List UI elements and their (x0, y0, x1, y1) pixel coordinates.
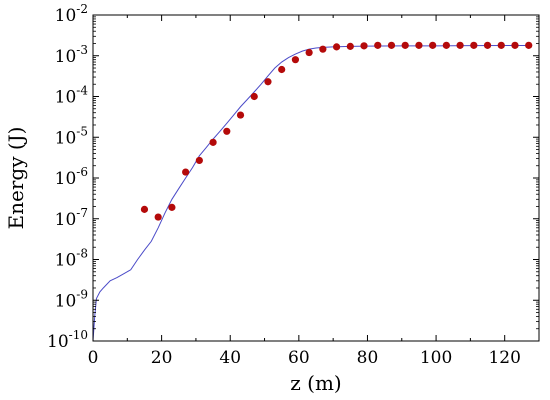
series-line-0 (93, 45, 533, 341)
data-point (236, 111, 245, 119)
data-point (470, 41, 478, 49)
data-point (401, 41, 409, 49)
axes-frame (92, 14, 540, 342)
y-tick-label: 10-8 (55, 247, 88, 271)
data-point (525, 41, 533, 49)
y-tick-label: 10-3 (55, 43, 88, 67)
y-tick-label: 10-7 (55, 206, 88, 230)
y-tick-label: 10-4 (55, 84, 89, 108)
x-tick-label: 80 (357, 348, 379, 368)
ticks (92, 14, 540, 342)
y-tick-label: 10-10 (47, 328, 88, 352)
data-point (305, 48, 313, 57)
x-tick-label: 0 (88, 348, 99, 368)
data-point (195, 156, 203, 165)
y-tick-label: 10-6 (55, 165, 88, 189)
y-axis-title: Energy (J) (4, 127, 28, 230)
x-tick-label: 60 (288, 348, 310, 368)
y-tick-label: 10-9 (55, 287, 88, 311)
data-point (182, 168, 190, 176)
tick-labels: 0 20 40 60 80 100 120 10-10 10-9 10-8 10-7 10-6 10-5… (47, 2, 521, 368)
data-point (291, 56, 300, 64)
data-point (346, 42, 354, 50)
x-tick-label: 120 (488, 348, 520, 368)
data-point (264, 78, 272, 86)
data-point (497, 41, 505, 49)
y-tick-label: 10-2 (55, 2, 88, 26)
data-point (209, 138, 217, 146)
data-point (374, 41, 382, 49)
x-tick-label: 20 (151, 348, 173, 368)
data-point (154, 213, 162, 221)
data-point (250, 92, 258, 101)
data-point (442, 41, 450, 49)
plot-area (93, 41, 533, 341)
data-point (415, 41, 423, 49)
x-tick-label: 40 (219, 348, 241, 368)
data-point (483, 41, 492, 49)
data-point (360, 42, 368, 50)
x-axis-title: z (m) (290, 371, 341, 395)
data-point (511, 41, 519, 49)
data-point (140, 205, 149, 213)
data-point (456, 41, 464, 49)
data-point (168, 203, 176, 211)
y-tick-label: 10-5 (55, 124, 88, 148)
data-point (223, 127, 231, 135)
data-point (278, 65, 286, 74)
data-point (387, 41, 396, 49)
data-point (332, 43, 341, 51)
x-tick-label: 100 (420, 348, 452, 368)
data-point (319, 45, 327, 53)
data-point (429, 41, 437, 49)
